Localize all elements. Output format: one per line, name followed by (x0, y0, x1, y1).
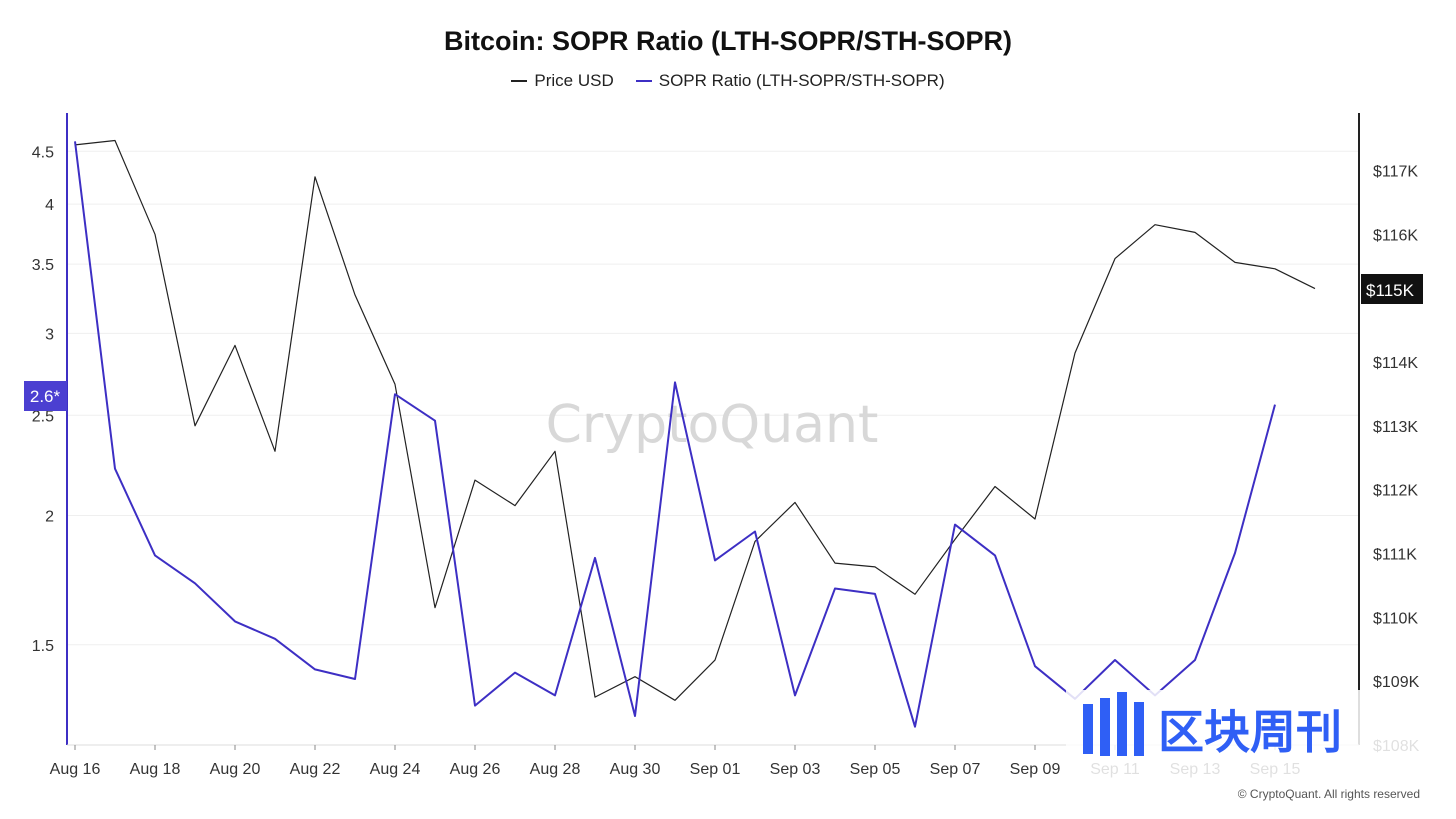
left-current-badge: 2.6* (24, 381, 67, 411)
x-tick-label: Sep 05 (850, 761, 901, 778)
legend-label-price: Price USD (534, 71, 614, 90)
x-tick-label: Aug 24 (370, 761, 421, 778)
x-tick-label: Aug 28 (530, 761, 581, 778)
x-tick-label: Sep 01 (690, 761, 741, 778)
right-tick-label: $117K (1373, 163, 1418, 180)
x-axis-ticks: Aug 16 Aug 18 Aug 20 Aug 22 Aug 24 Aug 26 Aug … (50, 745, 1300, 778)
overlay-logo-bar-4 (1134, 702, 1144, 756)
right-tick-label: $110K (1373, 610, 1418, 627)
overlay-logo-bar-2 (1100, 698, 1110, 756)
right-tick-label: $113K (1373, 419, 1418, 436)
copyright: © CryptoQuant. All rights reserved (1238, 787, 1420, 801)
price-usd-line (74, 139, 1316, 701)
left-tick-label: 2.5 (32, 408, 54, 425)
watermark: CryptoQuant (546, 395, 879, 455)
right-current-badge-label: $115K (1366, 281, 1415, 300)
legend-label-sopr: SOPR Ratio (LTH-SOPR/STH-SOPR) (658, 71, 945, 90)
overlay-logo-bar-1 (1083, 704, 1093, 754)
legend-swatch-sopr (635, 80, 652, 82)
right-tick-label: $116K (1373, 227, 1418, 244)
x-tick-label: Sep 03 (770, 761, 821, 778)
x-tick-label: Aug 16 (50, 761, 101, 778)
x-tick-label: Aug 18 (130, 761, 181, 778)
overlay-logo-text: 区块周刊 (1158, 705, 1342, 759)
right-current-badge: $115K (1361, 274, 1423, 304)
x-tick-label: Aug 20 (210, 761, 261, 778)
overlay-logo-bg (1066, 690, 1436, 802)
left-tick-label: 1.5 (32, 638, 54, 655)
left-current-badge-label: 2.6* (30, 387, 61, 406)
chart-title: Bitcoin: SOPR Ratio (LTH-SOPR/STH-SOPR) (444, 26, 1012, 56)
left-current-badge-bg (24, 381, 67, 411)
x-tick-label: Aug 22 (290, 761, 341, 778)
left-axis-ticks: 4.5 4 3.5 3 2.5 2 1.5 (32, 144, 54, 655)
overlay-logo-bar-3 (1117, 692, 1127, 756)
left-tick-label: 4 (45, 197, 54, 214)
x-tick-label: Sep 09 (1010, 761, 1061, 778)
x-tick-label: Sep 07 (930, 761, 981, 778)
right-tick-label: $109K (1373, 674, 1420, 691)
legend: Price USD SOPR Ratio (LTH-SOPR/STH-SOPR) (0, 71, 1456, 91)
left-tick-label: 3.5 (32, 257, 54, 274)
left-tick-label: 3 (45, 326, 54, 343)
legend-swatch-price (511, 80, 528, 82)
x-tick-label: Aug 30 (610, 761, 661, 778)
legend-item-price[interactable]: Price USD (511, 71, 614, 91)
right-axis-ticks: $117K $116K $114K $113K $112K $111K $110K $109K… (1373, 163, 1420, 755)
x-tick-label: Aug 26 (450, 761, 501, 778)
right-tick-label: $114K (1373, 355, 1418, 372)
right-current-badge-bg (1361, 274, 1423, 304)
right-tick-label: $111K (1373, 546, 1417, 563)
left-tick-label: 4.5 (32, 144, 54, 161)
right-tick-label: $112K (1373, 483, 1418, 500)
overlay-logo: 区块周刊 (1066, 690, 1436, 802)
legend-item-sopr[interactable]: SOPR Ratio (LTH-SOPR/STH-SOPR) (635, 71, 945, 91)
left-tick-label: 2 (45, 509, 54, 526)
